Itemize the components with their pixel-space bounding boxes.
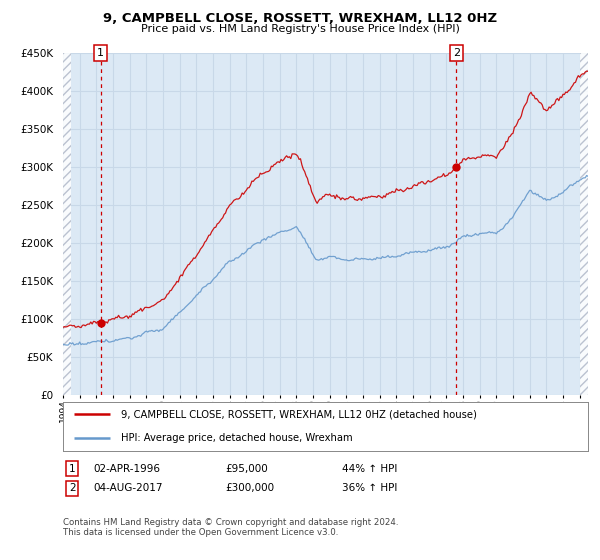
Text: 2: 2 — [453, 48, 460, 58]
Text: 9, CAMPBELL CLOSE, ROSSETT, WREXHAM, LL12 0HZ: 9, CAMPBELL CLOSE, ROSSETT, WREXHAM, LL1… — [103, 12, 497, 25]
Text: 44% ↑ HPI: 44% ↑ HPI — [342, 464, 397, 474]
Bar — [63, 53, 71, 395]
Bar — [580, 53, 596, 395]
Text: Price paid vs. HM Land Registry's House Price Index (HPI): Price paid vs. HM Land Registry's House … — [140, 24, 460, 34]
Text: £95,000: £95,000 — [225, 464, 268, 474]
Text: 1: 1 — [97, 48, 104, 58]
Text: Contains HM Land Registry data © Crown copyright and database right 2024.
This d: Contains HM Land Registry data © Crown c… — [63, 518, 398, 538]
Text: 04-AUG-2017: 04-AUG-2017 — [93, 483, 163, 493]
Text: £300,000: £300,000 — [225, 483, 274, 493]
Text: HPI: Average price, detached house, Wrexham: HPI: Average price, detached house, Wrex… — [121, 433, 352, 443]
Text: 1: 1 — [69, 464, 76, 474]
Text: 02-APR-1996: 02-APR-1996 — [93, 464, 160, 474]
Text: 36% ↑ HPI: 36% ↑ HPI — [342, 483, 397, 493]
Text: 9, CAMPBELL CLOSE, ROSSETT, WREXHAM, LL12 0HZ (detached house): 9, CAMPBELL CLOSE, ROSSETT, WREXHAM, LL1… — [121, 409, 476, 419]
Text: 2: 2 — [69, 483, 76, 493]
